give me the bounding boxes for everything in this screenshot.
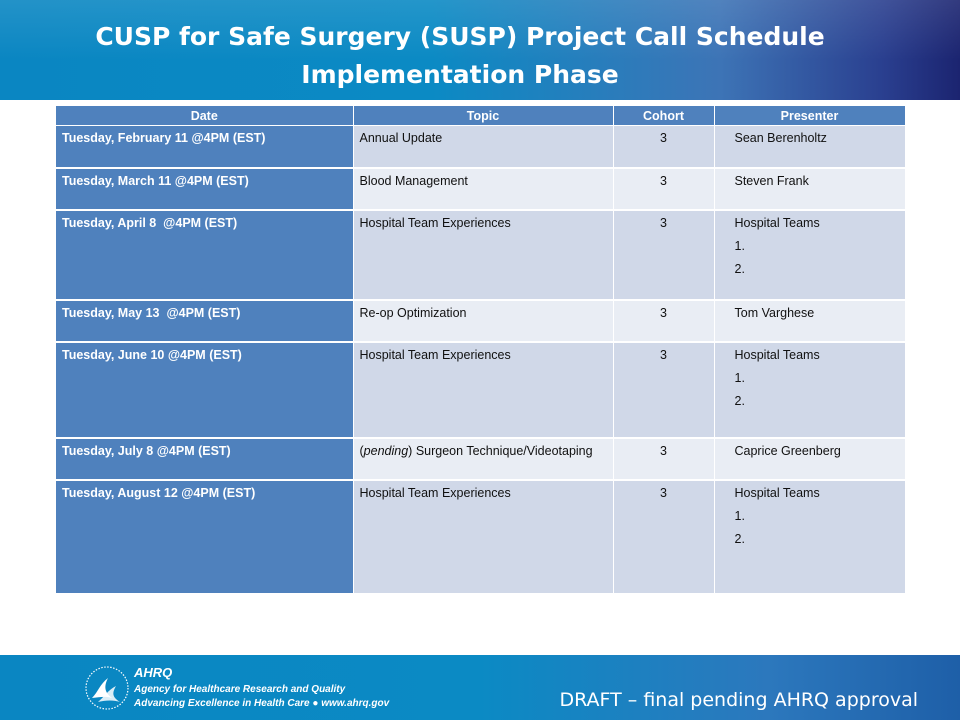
table-row: Tuesday, April 8 @4PM (EST) Hospital Team… — [56, 209, 906, 301]
cell-date: Tuesday, May 13 @4PM (EST) — [56, 299, 354, 343]
cell-topic: Hospital Team Experiences — [353, 479, 614, 595]
cell-cohort: 3 — [613, 299, 715, 343]
presenter-name: Hospital Teams — [734, 215, 820, 230]
page-title: CUSP for Safe Surgery (SUSP) Project Cal… — [95, 22, 825, 51]
topic-text: Hospital Team Experiences — [359, 347, 511, 362]
presenter-subitem: 1. — [734, 508, 745, 523]
topic-text: Surgeon Technique/Videotaping — [412, 443, 593, 458]
presenter-name: Sean Berenholtz — [734, 131, 827, 145]
table-row: Tuesday, March 11 @4PM (EST) Blood Manage… — [56, 167, 906, 211]
page-subtitle: Implementation Phase — [301, 60, 619, 89]
table-row: Tuesday, August 12 @4PM (EST) Hospital Te… — [56, 479, 906, 595]
cell-topic: Hospital Team Experiences — [353, 209, 614, 301]
agency-tagline: Advancing Excellence in Health Care ● ww… — [134, 698, 390, 709]
call-schedule-table: Date Topic Cohort Presenter Tuesday, Feb… — [56, 106, 906, 595]
presenter-name: Hospital Teams — [734, 485, 820, 500]
draft-note: DRAFT – final pending AHRQ approval — [559, 689, 918, 711]
cell-topic: Blood Management — [353, 167, 614, 211]
cell-topic: Hospital Team Experiences — [353, 341, 614, 439]
column-header-topic: Topic — [353, 106, 614, 126]
topic-status: pending — [363, 443, 409, 458]
cell-cohort: 3 — [613, 167, 715, 211]
table-row: Tuesday, June 10 @4PM (EST) Hospital Team… — [56, 341, 906, 439]
presenter-name: Caprice Greenberg — [734, 443, 841, 458]
presenter-subitem: 2. — [734, 261, 745, 276]
cell-date: Tuesday, March 11 @4PM (EST) — [56, 167, 354, 211]
presenter-subitem: 1. — [734, 238, 745, 253]
table-row: Tuesday, February 11 @4PM (EST) Annual Up… — [56, 125, 906, 169]
cell-presenter: Hospital Teams 1. 2. — [714, 209, 906, 301]
cell-presenter: Hospital Teams 1. 2. — [714, 479, 906, 595]
cell-topic: Re-op Optimization — [353, 299, 614, 343]
presenter-name: Hospital Teams — [734, 347, 820, 362]
cell-cohort: 3 — [613, 209, 715, 301]
cell-cohort: 3 — [613, 341, 715, 439]
cell-date: Tuesday, June 10 @4PM (EST) — [56, 341, 354, 439]
hhs-eagle-icon — [85, 666, 129, 710]
cell-topic: (pending) Surgeon Technique/Videotaping — [353, 437, 614, 481]
cell-topic: Annual Update — [353, 125, 614, 169]
topic-text: Blood Management — [359, 173, 468, 188]
footer-band — [0, 655, 960, 720]
table-row: Tuesday, July 8 @4PM (EST) (pending) Surg… — [56, 437, 906, 481]
cell-date: Tuesday, July 8 @4PM (EST) — [56, 437, 354, 481]
agency-name: Agency for Healthcare Research and Quali… — [134, 684, 346, 695]
presenter-subitem: 2. — [734, 393, 745, 408]
cell-cohort: 3 — [613, 437, 715, 481]
cell-cohort: 3 — [613, 479, 715, 595]
cell-cohort: 3 — [613, 125, 715, 169]
topic-text: Annual Update — [359, 131, 443, 145]
cell-presenter: Hospital Teams 1. 2. — [714, 341, 906, 439]
column-header-presenter: Presenter — [714, 106, 906, 126]
cell-presenter: Sean Berenholtz — [714, 125, 906, 169]
presenter-subitem: 1. — [734, 370, 745, 385]
table-header-row: Date Topic Cohort Presenter — [56, 106, 906, 126]
cell-date: Tuesday, April 8 @4PM (EST) — [56, 209, 354, 301]
cell-presenter: Steven Frank — [714, 167, 906, 211]
header-shine — [0, 0, 960, 100]
column-header-cohort: Cohort — [613, 106, 715, 126]
presenter-subitem: 2. — [734, 531, 745, 546]
presenter-name: Steven Frank — [734, 173, 809, 188]
cell-date: Tuesday, February 11 @4PM (EST) — [56, 125, 354, 169]
cell-date: Tuesday, August 12 @4PM (EST) — [56, 479, 354, 595]
table-row: Tuesday, May 13 @4PM (EST) Re-op Optimiza… — [56, 299, 906, 343]
cell-presenter: Tom Varghese — [714, 299, 906, 343]
cell-presenter: Caprice Greenberg — [714, 437, 906, 481]
topic-text: Re-op Optimization — [359, 305, 467, 320]
column-header-date: Date — [56, 106, 354, 126]
topic-text: Hospital Team Experiences — [359, 485, 511, 500]
presenter-name: Tom Varghese — [734, 305, 815, 320]
header-band — [0, 0, 960, 100]
ahrq-logo-text: AHRQ — [134, 665, 173, 680]
topic-text: Hospital Team Experiences — [359, 215, 511, 230]
